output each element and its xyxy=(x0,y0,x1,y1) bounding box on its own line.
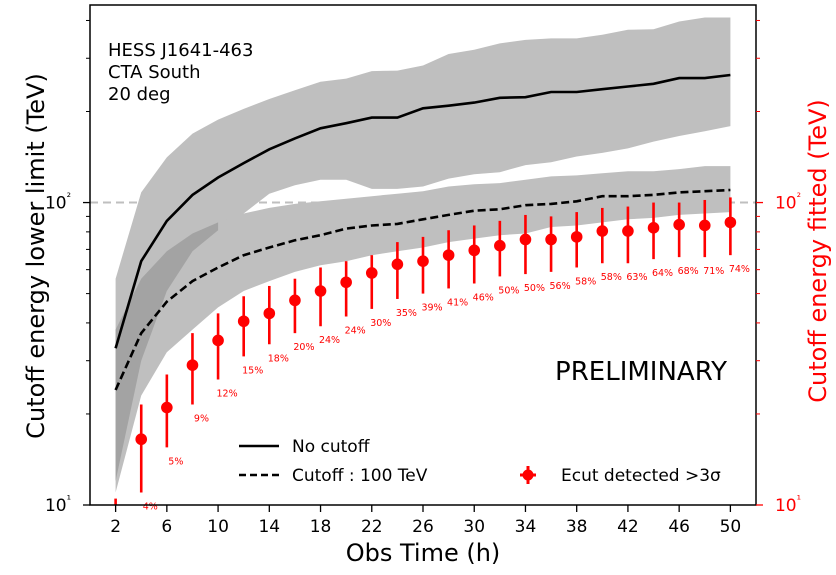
annotation-line-3: 20 deg xyxy=(108,84,171,105)
ecut-percent-label-26h: 39% xyxy=(421,303,442,314)
ecut-point-28h xyxy=(442,249,455,261)
y-tick-label-right-10: 10¹ xyxy=(775,493,801,516)
ecut-point-40h xyxy=(596,225,609,237)
y-tick-exp-left-10: ¹ xyxy=(67,493,71,506)
y-tick-exp-right-10: ¹ xyxy=(797,493,801,506)
x-tick-label-42: 42 xyxy=(617,517,639,537)
annotation-line-2: CTA South xyxy=(108,62,201,83)
ecut-point-44h xyxy=(647,222,660,234)
x-tick-label-14: 14 xyxy=(258,517,280,537)
ecut-percent-label-16h: 20% xyxy=(293,342,314,353)
y-tick-label-left-10: 10¹ xyxy=(45,493,71,516)
legend-label-no-cutoff: No cutoff xyxy=(292,437,371,457)
ecut-percent-label-14h: 18% xyxy=(268,353,289,364)
legend-label-ecut: Ecut detected >3σ xyxy=(561,466,721,486)
ecut-percent-label-10h: 12% xyxy=(217,388,238,399)
x-tick-label-2: 2 xyxy=(110,517,121,537)
ecut-percent-label-36h: 56% xyxy=(550,281,571,292)
ecut-point-16h xyxy=(289,294,301,307)
ecut-point-32h xyxy=(494,239,506,252)
x-tick-label-50: 50 xyxy=(720,517,742,537)
no-cutoff-band xyxy=(115,17,731,482)
ecut-percent-label-18h: 24% xyxy=(319,335,340,346)
ecut-percent-label-48h: 71% xyxy=(703,266,724,277)
ecut-point-12h xyxy=(237,315,250,328)
no-cutoff-line xyxy=(114,73,731,349)
series-lines xyxy=(114,73,731,391)
x-tick-label-34: 34 xyxy=(515,517,537,537)
ecut-point-22h xyxy=(365,267,378,279)
ecut-point-26h xyxy=(417,255,429,267)
ecut-point-30h xyxy=(468,244,481,257)
y-axis-label-left: Cutoff energy lower limit (TeV) xyxy=(22,73,50,439)
ecut-point-14h xyxy=(263,307,276,320)
ecut-percent-label-6h: 5% xyxy=(168,456,183,467)
ecut-percent-label-38h: 58% xyxy=(575,276,596,287)
legend: No cutoff Cutoff : 100 TeV Ecut detected… xyxy=(239,437,721,486)
y-axis-ticks: 10¹ 10¹ 10² 10² xyxy=(45,19,801,516)
ecut-percent-label-40h: 58% xyxy=(601,272,622,283)
ecut-percent-label-12h: 15% xyxy=(242,365,263,376)
ecut-point-34h xyxy=(519,233,532,246)
y-tick-exp-right-100: ² xyxy=(797,191,801,204)
ecut-point-6h xyxy=(161,401,173,414)
ecut-point-10h xyxy=(212,334,224,347)
ecut-percent-label-44h: 64% xyxy=(652,268,673,279)
x-axis-label: Obs Time (h) xyxy=(346,539,501,567)
x-tick-label-18: 18 xyxy=(310,517,332,537)
x-tick-label-6: 6 xyxy=(161,517,172,537)
x-tick-label-22: 22 xyxy=(361,517,383,537)
legend-swatch-ecut-marker xyxy=(522,469,534,481)
point-labels: 4% 5% 9% 12% 15% 18% 20% 24% 24% 30% 35% 39% 41% 46% 5… xyxy=(143,264,750,512)
ecut-point-38h xyxy=(570,231,583,243)
ecut-point-20h xyxy=(340,276,352,289)
x-tick-label-10: 10 xyxy=(207,517,229,537)
x-tick-label-46: 46 xyxy=(668,517,690,537)
ecut-percent-label-8h: 9% xyxy=(194,413,209,424)
ecut-percent-label-46h: 68% xyxy=(678,266,699,277)
ecut-percent-label-20h: 24% xyxy=(345,326,366,337)
ecut-percent-label-24h: 35% xyxy=(396,308,417,319)
ecut-percent-label-30h: 46% xyxy=(473,292,494,303)
ecut-point-50h xyxy=(724,216,737,229)
data-points xyxy=(135,216,737,446)
annotation-line-1: HESS J1641-463 xyxy=(108,40,253,61)
ecut-point-8h xyxy=(186,359,199,371)
watermark-preliminary: PRELIMINARY xyxy=(555,357,727,387)
ecut-point-18h xyxy=(314,285,327,297)
y-tick-label-left-100: 10² xyxy=(45,191,71,214)
y-tick-label-right-100: 10² xyxy=(775,191,801,214)
ecut-percent-label-50h: 74% xyxy=(729,264,750,275)
cutoff-line xyxy=(114,188,731,391)
ecut-point-24h xyxy=(391,258,404,271)
x-axis-ticks: 2 6 10 14 18 22 26 30 34 38 42 46 50 xyxy=(110,505,741,537)
ecut-point-36h xyxy=(545,233,557,246)
x-tick-label-26: 26 xyxy=(412,517,434,537)
ecut-percent-label-28h: 41% xyxy=(447,297,468,308)
ecut-point-48h xyxy=(698,219,711,232)
x-tick-label-30: 30 xyxy=(463,517,485,537)
chart-text: HESS J1641-463 CTA South 20 deg PRELIMIN… xyxy=(22,40,832,567)
x-tick-label-38: 38 xyxy=(566,517,588,537)
legend-label-cutoff: Cutoff : 100 TeV xyxy=(292,466,428,486)
y-axis-label-right: Cutoff energy fitted (TeV) xyxy=(804,99,832,403)
y-tick-exp-left-100: ² xyxy=(67,191,71,204)
ecut-point-42h xyxy=(622,225,634,237)
ecut-point-4h xyxy=(135,433,148,446)
ecut-point-46h xyxy=(673,218,685,231)
ecut-percent-label-4h: 4% xyxy=(143,501,158,512)
ecut-percent-label-42h: 63% xyxy=(626,272,647,283)
ecut-percent-label-32h: 50% xyxy=(498,285,519,296)
ecut-percent-label-34h: 50% xyxy=(524,283,545,294)
ecut-percent-label-22h: 30% xyxy=(370,318,391,329)
band-overlap xyxy=(115,222,219,482)
